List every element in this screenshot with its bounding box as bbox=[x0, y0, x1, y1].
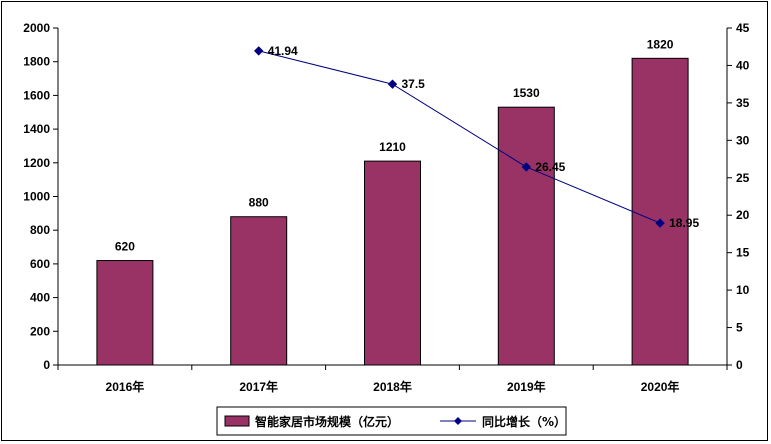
legend-line-label: 同比增长（%） bbox=[482, 414, 566, 429]
growth-line bbox=[258, 50, 661, 224]
bar bbox=[364, 160, 421, 366]
right-tick-label: 25 bbox=[736, 171, 750, 185]
left-tick-label: 1400 bbox=[23, 122, 50, 136]
x-tick-label: 2016年 bbox=[106, 379, 145, 394]
left-tick-label: 1000 bbox=[23, 190, 50, 204]
x-tick-label: 2020年 bbox=[641, 379, 680, 394]
left-tick-label: 1200 bbox=[23, 156, 50, 170]
line-point bbox=[521, 162, 532, 172]
right-tick-label: 40 bbox=[736, 58, 750, 72]
right-tick-label: 0 bbox=[736, 358, 743, 372]
left-tick-label: 600 bbox=[30, 257, 50, 271]
right-tick-label: 20 bbox=[736, 208, 750, 222]
line-point bbox=[387, 79, 398, 89]
left-tick-label: 2000 bbox=[23, 21, 50, 35]
right-tick-label: 45 bbox=[736, 21, 750, 35]
legend-bar-swatch bbox=[224, 415, 250, 427]
bar-data-label: 620 bbox=[115, 240, 135, 254]
legend-line-marker bbox=[454, 417, 462, 425]
line-data-label: 41.94 bbox=[268, 44, 298, 58]
bar-data-label: 1210 bbox=[379, 140, 406, 154]
bar bbox=[230, 216, 288, 366]
right-tick-label: 30 bbox=[736, 133, 750, 147]
bar-data-label: 880 bbox=[249, 196, 269, 210]
right-tick-label: 10 bbox=[736, 283, 750, 297]
right-tick-label: 35 bbox=[736, 96, 750, 110]
left-tick-label: 1800 bbox=[23, 55, 50, 69]
line-point bbox=[253, 46, 264, 56]
x-tick-label: 2018年 bbox=[373, 379, 412, 394]
left-tick-label: 200 bbox=[30, 324, 50, 338]
line-data-label: 26.45 bbox=[535, 160, 565, 174]
right-tick-label: 5 bbox=[736, 321, 743, 335]
left-tick-label: 400 bbox=[30, 291, 50, 305]
right-tick-label: 15 bbox=[736, 246, 750, 260]
bar bbox=[631, 57, 689, 366]
bar-data-label: 1530 bbox=[513, 86, 540, 100]
bar-data-label: 1820 bbox=[647, 37, 674, 51]
x-tick-label: 2019年 bbox=[507, 379, 546, 394]
line-point bbox=[655, 218, 665, 228]
bar bbox=[96, 260, 154, 366]
left-tick-label: 800 bbox=[30, 223, 50, 237]
x-tick-label: 2017年 bbox=[239, 379, 278, 394]
left-tick-label: 1600 bbox=[23, 88, 50, 102]
line-data-label: 18.95 bbox=[669, 216, 699, 230]
line-data-label: 37.5 bbox=[402, 77, 426, 91]
legend-bar-label: 智能家居市场规模（亿元） bbox=[254, 414, 399, 429]
legend-box bbox=[216, 406, 567, 436]
left-tick-label: 0 bbox=[43, 358, 50, 372]
bar bbox=[497, 106, 555, 366]
